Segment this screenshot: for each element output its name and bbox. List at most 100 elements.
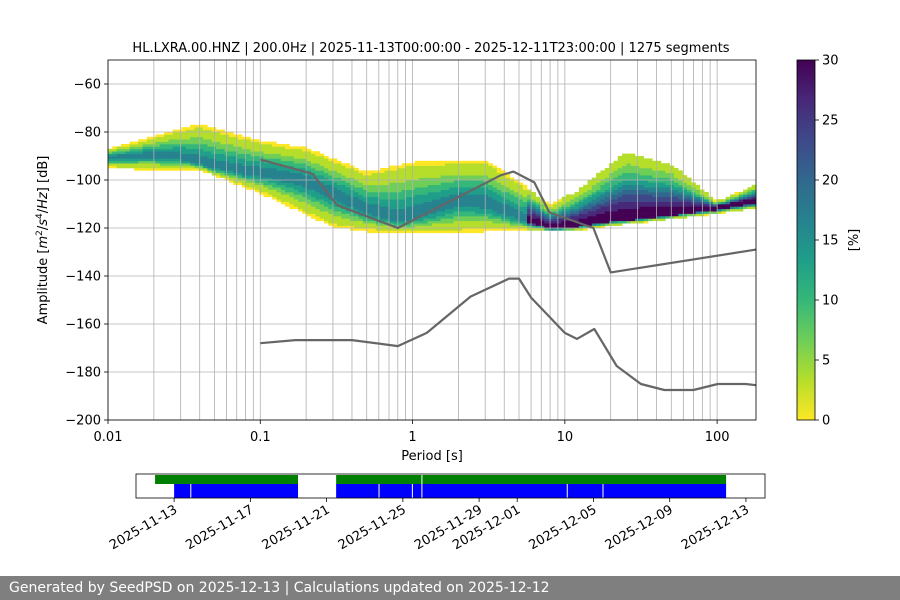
heatmap-cell	[596, 213, 601, 217]
heatmap-cell	[557, 225, 562, 229]
heatmap-cell	[155, 153, 161, 157]
heatmap-cell	[686, 187, 692, 190]
heatmap-cell	[233, 165, 238, 169]
heatmap-cell	[220, 168, 225, 171]
heatmap-cell	[207, 168, 212, 171]
heatmap-cell	[583, 218, 588, 222]
heatmap-cell	[449, 177, 454, 181]
heatmap-cell	[181, 141, 187, 145]
heatmap-cell	[211, 136, 217, 140]
heatmap-cell	[449, 220, 454, 224]
heatmap-cell	[574, 196, 580, 200]
heatmap-cell	[505, 216, 511, 219]
heatmap-cell	[492, 187, 498, 190]
heatmap-cell	[479, 204, 485, 207]
heatmap-cell	[108, 160, 113, 164]
heatmap-cell	[241, 160, 247, 164]
heatmap-cell	[237, 136, 243, 140]
heatmap-cell	[177, 160, 182, 164]
heatmap-cell	[267, 163, 273, 166]
heatmap-cell	[194, 144, 200, 147]
heatmap-cell	[302, 182, 308, 186]
heatmap-cell	[609, 172, 614, 176]
heatmap-cell	[393, 168, 398, 171]
heatmap-cell	[306, 180, 312, 183]
heatmap-cell	[449, 172, 454, 176]
heatmap-cell	[574, 216, 580, 219]
heatmap-cell	[587, 196, 593, 200]
heatmap-cell	[380, 206, 385, 210]
heatmap-cell	[656, 165, 662, 169]
heatmap-cell	[263, 156, 269, 159]
heatmap-cell	[505, 175, 511, 178]
heatmap-cell	[695, 192, 701, 195]
heatmap-cell	[397, 165, 403, 169]
heatmap-cell	[440, 192, 446, 195]
heatmap-cell	[565, 211, 571, 214]
heatmap-cell	[648, 175, 653, 178]
heatmap-cell	[267, 168, 273, 171]
heatmap-cell	[289, 158, 295, 162]
heatmap-cell	[362, 175, 368, 178]
heatmap-cell	[362, 187, 368, 190]
heatmap-cell	[522, 206, 528, 210]
heatmap-cell	[311, 206, 316, 210]
heatmap-cell	[479, 213, 485, 217]
heatmap-cell	[708, 204, 714, 207]
heatmap-cell	[479, 201, 485, 205]
heatmap-cell	[371, 225, 377, 229]
heatmap-cell	[237, 146, 243, 150]
heatmap-cell	[241, 136, 247, 140]
heatmap-cell	[518, 184, 524, 188]
heatmap-cell	[380, 228, 385, 231]
heatmap-cell	[531, 213, 536, 217]
heatmap-cell	[354, 216, 359, 219]
heatmap-cell	[393, 220, 398, 224]
heatmap-cell	[185, 168, 191, 171]
heatmap-cell	[453, 168, 459, 171]
heatmap-cell	[660, 204, 666, 207]
heatmap-cell	[436, 180, 441, 183]
heatmap-cell	[241, 141, 247, 145]
heatmap-cell	[639, 196, 644, 200]
heatmap-cell	[609, 175, 614, 178]
heatmap-cell	[449, 206, 454, 210]
heatmap-cell	[401, 189, 407, 193]
heatmap-cell	[142, 146, 148, 150]
heatmap-cell	[440, 182, 446, 186]
heatmap-cell	[397, 230, 403, 234]
heatmap-cell	[362, 201, 368, 205]
heatmap-cell	[367, 189, 372, 193]
heatmap-cell	[263, 192, 269, 195]
heatmap-cell	[185, 165, 191, 169]
heatmap-cell	[457, 196, 463, 200]
heatmap-cell	[527, 201, 532, 205]
heatmap-cell	[168, 165, 174, 169]
heatmap-cell	[129, 158, 135, 162]
heatmap-cell	[397, 228, 403, 231]
heatmap-cell	[367, 208, 372, 212]
heatmap-cell	[324, 199, 329, 202]
heatmap-cell	[315, 172, 320, 176]
heatmap-cell	[263, 194, 269, 198]
heatmap-cell	[678, 182, 683, 186]
heatmap-cell	[388, 184, 394, 188]
heatmap-cell	[406, 194, 411, 198]
heatmap-cell	[695, 213, 701, 217]
heatmap-cell	[146, 153, 152, 157]
heatmap-cell	[401, 196, 407, 200]
heatmap-cell	[501, 206, 506, 210]
heatmap-cell	[609, 177, 614, 181]
heatmap-cell	[388, 196, 394, 200]
heatmap-cell	[120, 148, 126, 152]
heatmap-cell	[449, 175, 454, 178]
heatmap-cell	[643, 192, 649, 195]
heatmap-cell	[730, 201, 735, 205]
heatmap-cell	[336, 194, 342, 198]
heatmap-cell	[514, 182, 519, 186]
heatmap-cell	[427, 170, 433, 174]
heatmap-cell	[630, 196, 636, 200]
heatmap-cell	[285, 180, 290, 183]
heatmap-cell	[505, 194, 511, 198]
heatmap-cell	[570, 199, 575, 202]
